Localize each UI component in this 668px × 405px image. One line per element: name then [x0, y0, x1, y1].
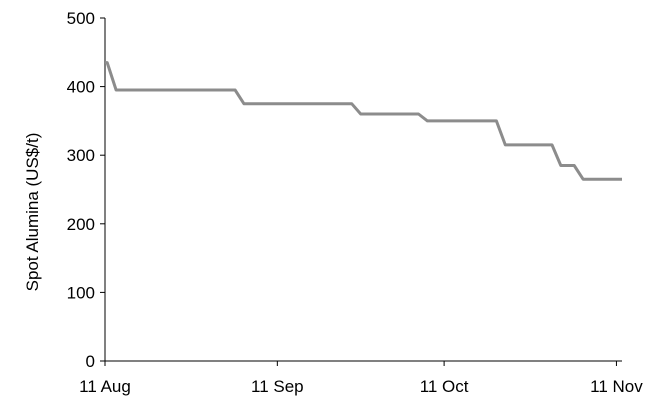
x-tick-label: 11 Sep — [251, 377, 304, 396]
tick-labels: 0 100 200 300 400 500 11 Aug 11 Sep 11 Oct 11 Nov — [67, 9, 644, 396]
y-tick-label: 200 — [67, 215, 95, 234]
x-tick-label: 11 Aug — [79, 377, 131, 396]
y-axis-title: Spot Alumina (US$/t) — [23, 133, 42, 292]
y-tick-label: 500 — [67, 9, 95, 28]
y-tick-label: 100 — [67, 283, 95, 302]
series-layer — [104, 61, 623, 181]
x-tick-label: 11 Nov — [590, 377, 643, 396]
y-tick-label: 400 — [67, 78, 95, 97]
y-tick-label: 300 — [67, 146, 95, 165]
axes — [100, 17, 622, 366]
y-tick-label: 0 — [86, 352, 95, 371]
x-tick-label: 11 Oct — [420, 377, 469, 396]
series-line — [105, 61, 622, 181]
